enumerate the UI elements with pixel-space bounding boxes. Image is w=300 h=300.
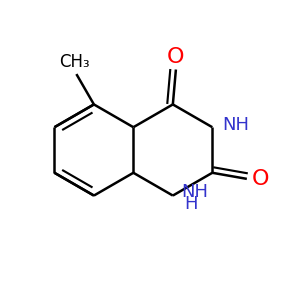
Text: CH₃: CH₃ [59,53,90,71]
Text: H: H [184,195,198,213]
Text: O: O [167,47,184,67]
Text: O: O [251,169,269,189]
Text: NH: NH [182,183,208,201]
Text: NH: NH [222,116,249,134]
